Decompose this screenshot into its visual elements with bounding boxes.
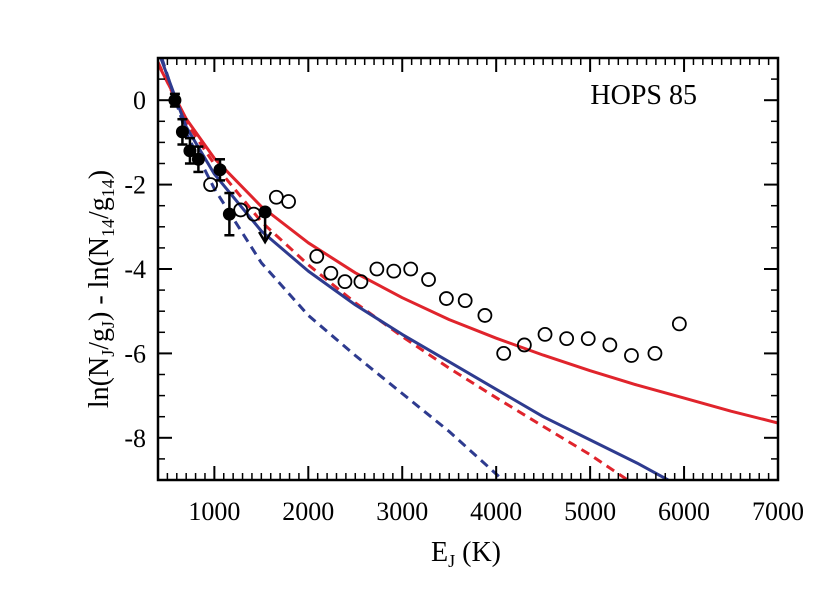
y-tick-labels: 0 -2 -4 -6 -8 [124,86,146,453]
open-point-22 [602,337,618,353]
y-tick-label-5: -8 [124,424,146,453]
y-tick-label-4: -6 [124,339,146,368]
filled-point-6 [222,207,236,221]
model-curve-1-solid [158,63,778,425]
open-point-9 [353,274,369,290]
x-tick-label-2: 2000 [282,497,334,526]
open-point-4 [268,189,284,205]
filled-point-1 [168,93,182,107]
open-point-1 [203,177,219,193]
model-curve-4-dashed [160,58,504,480]
open-point-18 [516,337,532,353]
filled-point-3 [183,144,197,158]
y-tick-label-1: 0 [133,86,146,115]
y-tick-label-2: -2 [124,171,146,200]
open-point-8 [337,274,353,290]
x-tick-label-3: 3000 [376,497,428,526]
open-point-16 [477,308,493,323]
model-curve-3-solid [159,58,669,480]
axis-ticks [158,58,779,480]
y-tick-label-3: -4 [124,255,146,284]
model-curve-2-dashed [158,61,629,480]
open-point-5 [281,194,296,209]
x-tick-label-1: 1000 [188,497,240,526]
model-curves [158,58,778,480]
x-tick-label-7: 7000 [752,497,804,526]
y-axis-title: ln(NJ/gJ) - ln(N14/g14) [84,170,118,408]
x-axis-title: EJ (K) [431,537,501,571]
x-tick-label-6: 6000 [658,497,710,526]
open-point-11 [386,263,402,279]
open-point-3 [246,206,262,222]
open-point-14 [438,291,454,306]
filled-point-2 [175,125,189,139]
open-point-7 [323,265,339,281]
x-tick-label-5: 5000 [564,497,616,526]
open-point-2 [233,202,249,218]
open-point-20 [559,331,575,347]
open-point-17 [496,345,512,361]
plot-title: HOPS 85 [590,80,697,111]
open-point-21 [580,331,596,347]
open-point-19 [537,327,553,342]
open-point-6 [309,248,325,264]
open-point-13 [421,272,436,287]
data-points [168,93,687,363]
filled-point-4 [191,152,205,166]
filled-point-5 [213,163,227,177]
plot-frame [156,56,780,482]
open-point-10 [369,261,385,277]
open-point-12 [403,261,419,277]
open-point-23 [624,348,639,363]
open-point-25 [671,316,687,332]
open-point-24 [647,345,663,361]
open-point-15 [457,293,473,309]
upper-limit-arrow-1 [258,231,273,245]
x-tick-labels: 1000 2000 3000 4000 5000 6000 7000 [188,497,804,526]
x-tick-label-4: 4000 [470,497,522,526]
